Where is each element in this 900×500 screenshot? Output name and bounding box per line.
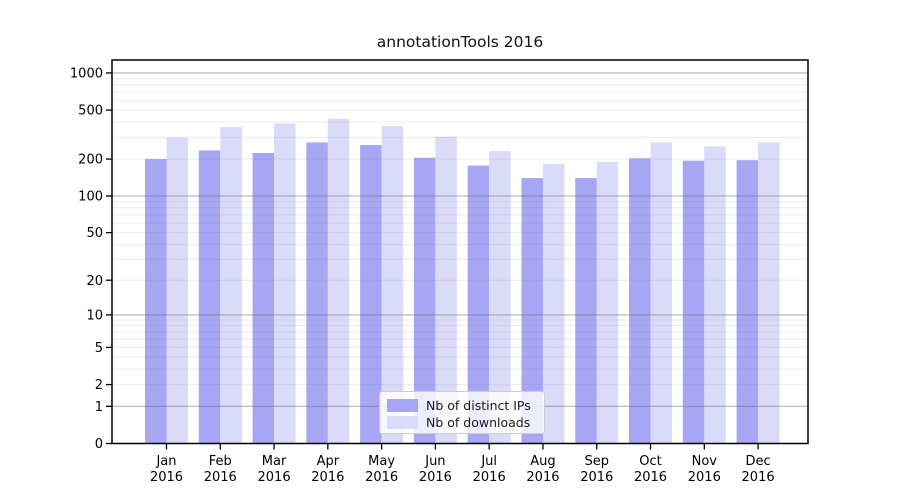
y-tick-label: 500: [78, 104, 103, 119]
bar-downloads-jul: [489, 151, 511, 444]
plot-border: [111, 59, 809, 445]
x-tick-label-month: Nov: [692, 454, 718, 469]
bar-downloads-mar: [274, 123, 296, 444]
bars-layer: [145, 118, 780, 444]
bar-downloads-dec: [758, 142, 780, 444]
legend-label-downloads: Nb of downloads: [426, 415, 531, 430]
bar-downloads-oct: [650, 142, 673, 444]
x-axis: Jan2016Feb2016Mar2016Apr2016May2016Jun20…: [150, 443, 775, 485]
bar-distinct-ips-aug: [521, 178, 543, 444]
bar-downloads-aug: [542, 164, 565, 444]
y-tick-label: 200: [78, 153, 103, 168]
x-tick-label-month: Sep: [584, 454, 609, 469]
y-tick-label: 20: [86, 274, 103, 289]
x-tick-label-year: 2016: [258, 470, 291, 485]
bar-distinct-ips-apr: [306, 142, 328, 444]
y-tick-label: 1: [95, 400, 103, 415]
gridlines-layer: [112, 72, 808, 407]
legend-item-distinct-ips: Nb of distinct IPs: [387, 397, 538, 414]
bar-downloads-jan: [166, 137, 188, 444]
y-axis: 0 1 2 5 10 20 50 100 200 500 1000: [70, 66, 112, 452]
x-tick-label-month: Mar: [262, 454, 287, 469]
legend-swatch-downloads: [387, 416, 418, 429]
x-tick-label-year: 2016: [365, 470, 398, 485]
bar-downloads-apr: [327, 118, 350, 444]
y-tick-label: 2: [95, 378, 103, 393]
bar-downloads-feb: [220, 126, 242, 444]
x-tick-label-year: 2016: [634, 470, 667, 485]
x-tick-label-year: 2016: [688, 470, 721, 485]
x-tick-label-month: Apr: [317, 454, 340, 469]
x-tick-label-year: 2016: [204, 470, 237, 485]
bar-downloads-nov: [704, 146, 726, 444]
bar-distinct-ips-mar: [252, 153, 275, 444]
chart-title: annotationTools 2016: [376, 33, 544, 51]
bar-downloads-jun: [435, 136, 457, 444]
x-tick-label-month: May: [368, 454, 395, 469]
x-tick-label-month: Jan: [155, 454, 176, 469]
bar-distinct-ips-sep: [575, 178, 597, 444]
y-tick-label: 100: [78, 190, 103, 205]
x-tick-label-year: 2016: [742, 470, 775, 485]
x-tick-label-month: Jun: [424, 454, 445, 469]
y-tick-label: 0: [95, 437, 103, 452]
bar-distinct-ips-oct: [629, 158, 651, 444]
x-tick-label-year: 2016: [311, 470, 344, 485]
x-tick-label-month: Aug: [530, 454, 555, 469]
x-tick-label-year: 2016: [580, 470, 613, 485]
x-tick-label-year: 2016: [150, 470, 183, 485]
bar-distinct-ips-jan: [145, 159, 167, 444]
x-tick-label-year: 2016: [419, 470, 452, 485]
x-tick-label-month: Jul: [480, 454, 497, 469]
bar-distinct-ips-dec: [736, 160, 759, 444]
bar-distinct-ips-nov: [682, 160, 705, 444]
x-tick-label-month: Oct: [639, 454, 661, 469]
y-tick-label: 10: [86, 308, 103, 323]
y-tick-label: 50: [86, 226, 103, 241]
bar-downloads-may: [381, 126, 404, 444]
x-tick-label-month: Feb: [209, 454, 232, 469]
legend-item-downloads: Nb of downloads: [387, 414, 538, 431]
legend-label-distinct-ips: Nb of distinct IPs: [426, 398, 531, 413]
bar-distinct-ips-jul: [467, 165, 490, 444]
legend: Nb of distinct IPs Nb of downloads: [379, 391, 545, 434]
x-tick-label-year: 2016: [526, 470, 559, 485]
bar-distinct-ips-feb: [198, 150, 221, 444]
x-tick-label-month: Dec: [746, 454, 771, 469]
legend-swatch-distinct-ips: [387, 399, 418, 412]
bar-distinct-ips-jun: [413, 157, 436, 444]
x-tick-label-year: 2016: [473, 470, 506, 485]
y-tick-label: 1000: [70, 66, 103, 81]
bar-distinct-ips-may: [360, 145, 382, 444]
y-tick-label: 5: [95, 341, 103, 356]
bar-downloads-sep: [596, 161, 619, 444]
